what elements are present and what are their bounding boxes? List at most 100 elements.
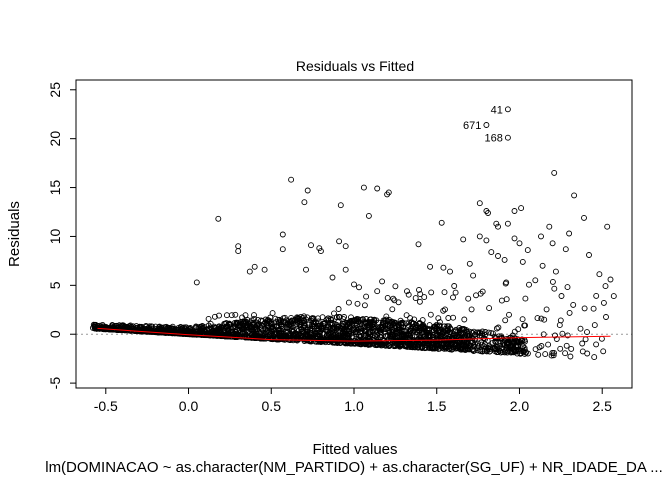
data-point bbox=[450, 294, 456, 301]
data-point bbox=[288, 176, 295, 183]
x-tick-label: 2.5 bbox=[592, 398, 612, 414]
data-point bbox=[416, 298, 423, 305]
data-point bbox=[552, 268, 559, 275]
data-point bbox=[181, 328, 188, 335]
data-point bbox=[274, 335, 281, 342]
data-point bbox=[504, 134, 511, 141]
data-point bbox=[511, 235, 518, 242]
y-tick-label: 20 bbox=[47, 131, 63, 147]
data-point bbox=[478, 341, 485, 348]
data-point bbox=[427, 263, 434, 270]
data-point bbox=[581, 214, 587, 221]
data-point bbox=[340, 330, 346, 337]
data-point bbox=[291, 327, 297, 334]
data-point bbox=[377, 328, 384, 335]
data-point bbox=[251, 312, 257, 319]
data-point bbox=[233, 326, 240, 333]
y-tick-label: 25 bbox=[47, 82, 63, 98]
data-point bbox=[403, 312, 410, 319]
data-point bbox=[124, 324, 131, 331]
data-point bbox=[269, 332, 276, 339]
data-point bbox=[345, 299, 352, 306]
data-point bbox=[193, 330, 200, 337]
data-point bbox=[259, 318, 266, 325]
data-point bbox=[362, 327, 369, 334]
data-point bbox=[567, 353, 574, 360]
data-point bbox=[519, 345, 526, 352]
data-point bbox=[497, 342, 504, 349]
data-point bbox=[465, 295, 472, 302]
data-point bbox=[498, 297, 505, 304]
data-point bbox=[549, 278, 556, 285]
data-point bbox=[397, 342, 404, 349]
data-point bbox=[499, 349, 506, 356]
data-point bbox=[328, 319, 335, 326]
data-point bbox=[591, 322, 598, 329]
data-point bbox=[145, 327, 152, 334]
data-point bbox=[457, 344, 464, 351]
data-point bbox=[370, 321, 376, 327]
data-point bbox=[493, 349, 500, 356]
data-point bbox=[374, 339, 381, 346]
data-point bbox=[462, 347, 469, 354]
data-point bbox=[354, 300, 361, 307]
data-point bbox=[340, 316, 347, 323]
data-point bbox=[404, 288, 410, 295]
data-point bbox=[479, 328, 486, 335]
data-point bbox=[385, 337, 392, 343]
data-point bbox=[384, 317, 391, 324]
data-point bbox=[155, 328, 162, 335]
data-point bbox=[539, 262, 546, 269]
data-point bbox=[557, 345, 564, 352]
data-point bbox=[532, 346, 539, 353]
data-point bbox=[538, 233, 544, 240]
data-point bbox=[586, 252, 592, 258]
data-point bbox=[476, 233, 483, 240]
data-point bbox=[346, 328, 353, 335]
data-point bbox=[446, 338, 453, 345]
data-point bbox=[352, 337, 358, 344]
data-point bbox=[441, 289, 448, 296]
data-point bbox=[398, 322, 405, 328]
data-point bbox=[303, 266, 309, 273]
data-point bbox=[562, 246, 569, 253]
data-point bbox=[416, 286, 422, 293]
data-point bbox=[493, 220, 500, 227]
data-point bbox=[460, 236, 467, 243]
data-point bbox=[384, 191, 391, 198]
data-point bbox=[113, 323, 120, 330]
data-point bbox=[507, 345, 514, 352]
data-point bbox=[269, 335, 276, 342]
data-point bbox=[552, 332, 558, 339]
data-point bbox=[476, 200, 483, 207]
data-point bbox=[231, 319, 238, 326]
data-point bbox=[485, 210, 491, 216]
data-point bbox=[241, 333, 248, 340]
data-point bbox=[258, 322, 265, 329]
data-point bbox=[415, 241, 422, 248]
data-point bbox=[383, 342, 390, 349]
data-point bbox=[352, 331, 359, 338]
data-point bbox=[355, 336, 362, 343]
data-point bbox=[362, 328, 369, 335]
chart-title: Residuals vs Fitted bbox=[296, 58, 414, 74]
data-point bbox=[449, 335, 456, 341]
data-point bbox=[440, 307, 447, 314]
data-point bbox=[570, 301, 577, 308]
data-point bbox=[473, 292, 479, 299]
data-point bbox=[215, 215, 222, 222]
data-point bbox=[310, 316, 317, 323]
data-point bbox=[179, 330, 185, 337]
data-point bbox=[551, 285, 558, 292]
data-point bbox=[394, 330, 400, 337]
data-point bbox=[222, 320, 229, 327]
data-point bbox=[501, 256, 508, 263]
data-point bbox=[532, 277, 539, 284]
data-point bbox=[318, 325, 325, 331]
data-point bbox=[598, 335, 605, 342]
data-point bbox=[92, 321, 99, 328]
data-point bbox=[240, 330, 247, 337]
data-point bbox=[298, 326, 305, 333]
data-point bbox=[389, 306, 396, 313]
data-point bbox=[460, 326, 466, 333]
